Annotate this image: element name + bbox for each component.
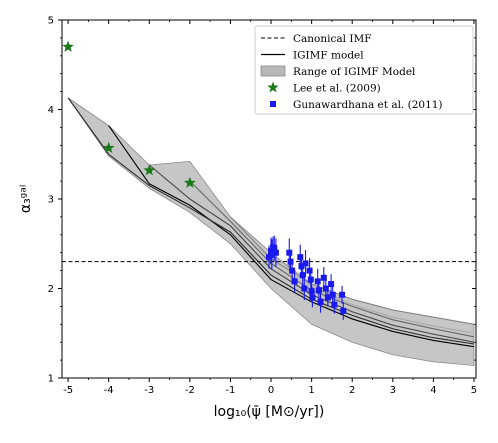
y-axis-label: α₃ᵍᵃˡ (18, 185, 34, 213)
gunawardhana-point (297, 254, 304, 261)
gunawardhana-point (315, 287, 322, 294)
lee-point (183, 176, 196, 188)
gunawardhana-point (331, 301, 338, 308)
gunawardhana-point (302, 260, 309, 267)
x-tick-label: 1 (308, 385, 314, 396)
gunawardhana-point (268, 251, 275, 258)
legend-igimf-model-label: IGIMF model (293, 49, 364, 61)
x-axis-ticks: -5 -4 -3 -2 -1 0 1 2 3 4 5 (63, 20, 477, 396)
gunawardhana-point (322, 285, 329, 292)
x-tick-label: 3 (390, 385, 396, 396)
y-axis-ticks: 1 2 3 4 5 (48, 16, 476, 385)
gunawardhana-point (314, 278, 321, 285)
gunawardhana-point (271, 245, 278, 252)
gunawardhana-points (266, 235, 347, 320)
gunawardhana-point (339, 291, 346, 298)
gunawardhana-point (289, 267, 296, 274)
legend: Canonical IMF IGIMF model Range of IGIMF… (254, 25, 474, 115)
gunawardhana-point (286, 249, 293, 256)
igimf-curve-0 (108, 125, 475, 348)
y-tick-label: 5 (48, 16, 54, 27)
gunawardhana-point (328, 281, 335, 288)
gunawardhana-point (324, 294, 331, 301)
igimf-curve-3 (189, 180, 475, 338)
x-tick-label: 4 (430, 385, 436, 396)
gunawardhana-point (287, 258, 294, 265)
lee-point (143, 164, 156, 176)
lee-point (62, 40, 74, 52)
legend-box (254, 25, 474, 115)
x-axis-label: log₁₀(ψ̄ [M⊙/yr]) (214, 404, 325, 420)
y-tick-label: 4 (48, 105, 54, 116)
gunawardhana-point (268, 247, 275, 254)
legend-gunawardhana-label: Gunawardhana et al. (2011) (293, 99, 443, 111)
gunawardhana-point (306, 267, 313, 274)
x-tick-label: 2 (349, 385, 355, 396)
x-tick-label: 0 (268, 385, 274, 396)
y-tick-label: 2 (48, 284, 54, 295)
y-tick-label: 3 (48, 195, 54, 206)
gunawardhana-point (308, 288, 315, 295)
legend-lee-label: Lee et al. (2009) (293, 82, 381, 94)
gunawardhana-point (317, 298, 324, 305)
x-tick-label: -3 (144, 385, 154, 396)
lee-point (102, 141, 115, 153)
gunawardhana-point (272, 249, 279, 256)
igimf-curves (67, 97, 475, 348)
legend-canonical-imf-label: Canonical IMF (293, 33, 372, 45)
x-tick-label: -4 (104, 385, 114, 396)
igimf-range-band (67, 97, 475, 366)
lee-points (62, 40, 196, 188)
gunawardhana-point (320, 274, 327, 281)
gunawardhana-point (298, 263, 305, 270)
legend-range-label: Range of IGIMF Model (293, 66, 416, 78)
legend-range-symbol (260, 65, 286, 77)
gunawardhana-point (307, 276, 314, 283)
gunawardhana-point (299, 272, 306, 279)
legend-lee-star-icon (267, 81, 279, 93)
igimf-range-area (67, 97, 475, 366)
y-tick-label: 1 (48, 374, 54, 385)
igimf-curve-1 (67, 97, 475, 345)
gunawardhana-point (329, 291, 336, 298)
gunawardhana-point (309, 294, 316, 301)
legend-gunawardhana-square-icon (270, 101, 276, 107)
x-tick-label: 5 (471, 385, 477, 396)
x-tick-label: -1 (225, 385, 235, 396)
gunawardhana-point (301, 285, 308, 292)
gunawardhana-point (340, 307, 347, 314)
x-tick-label: -5 (63, 385, 73, 396)
x-tick-label: -2 (185, 385, 195, 396)
gunawardhana-point (291, 278, 298, 285)
